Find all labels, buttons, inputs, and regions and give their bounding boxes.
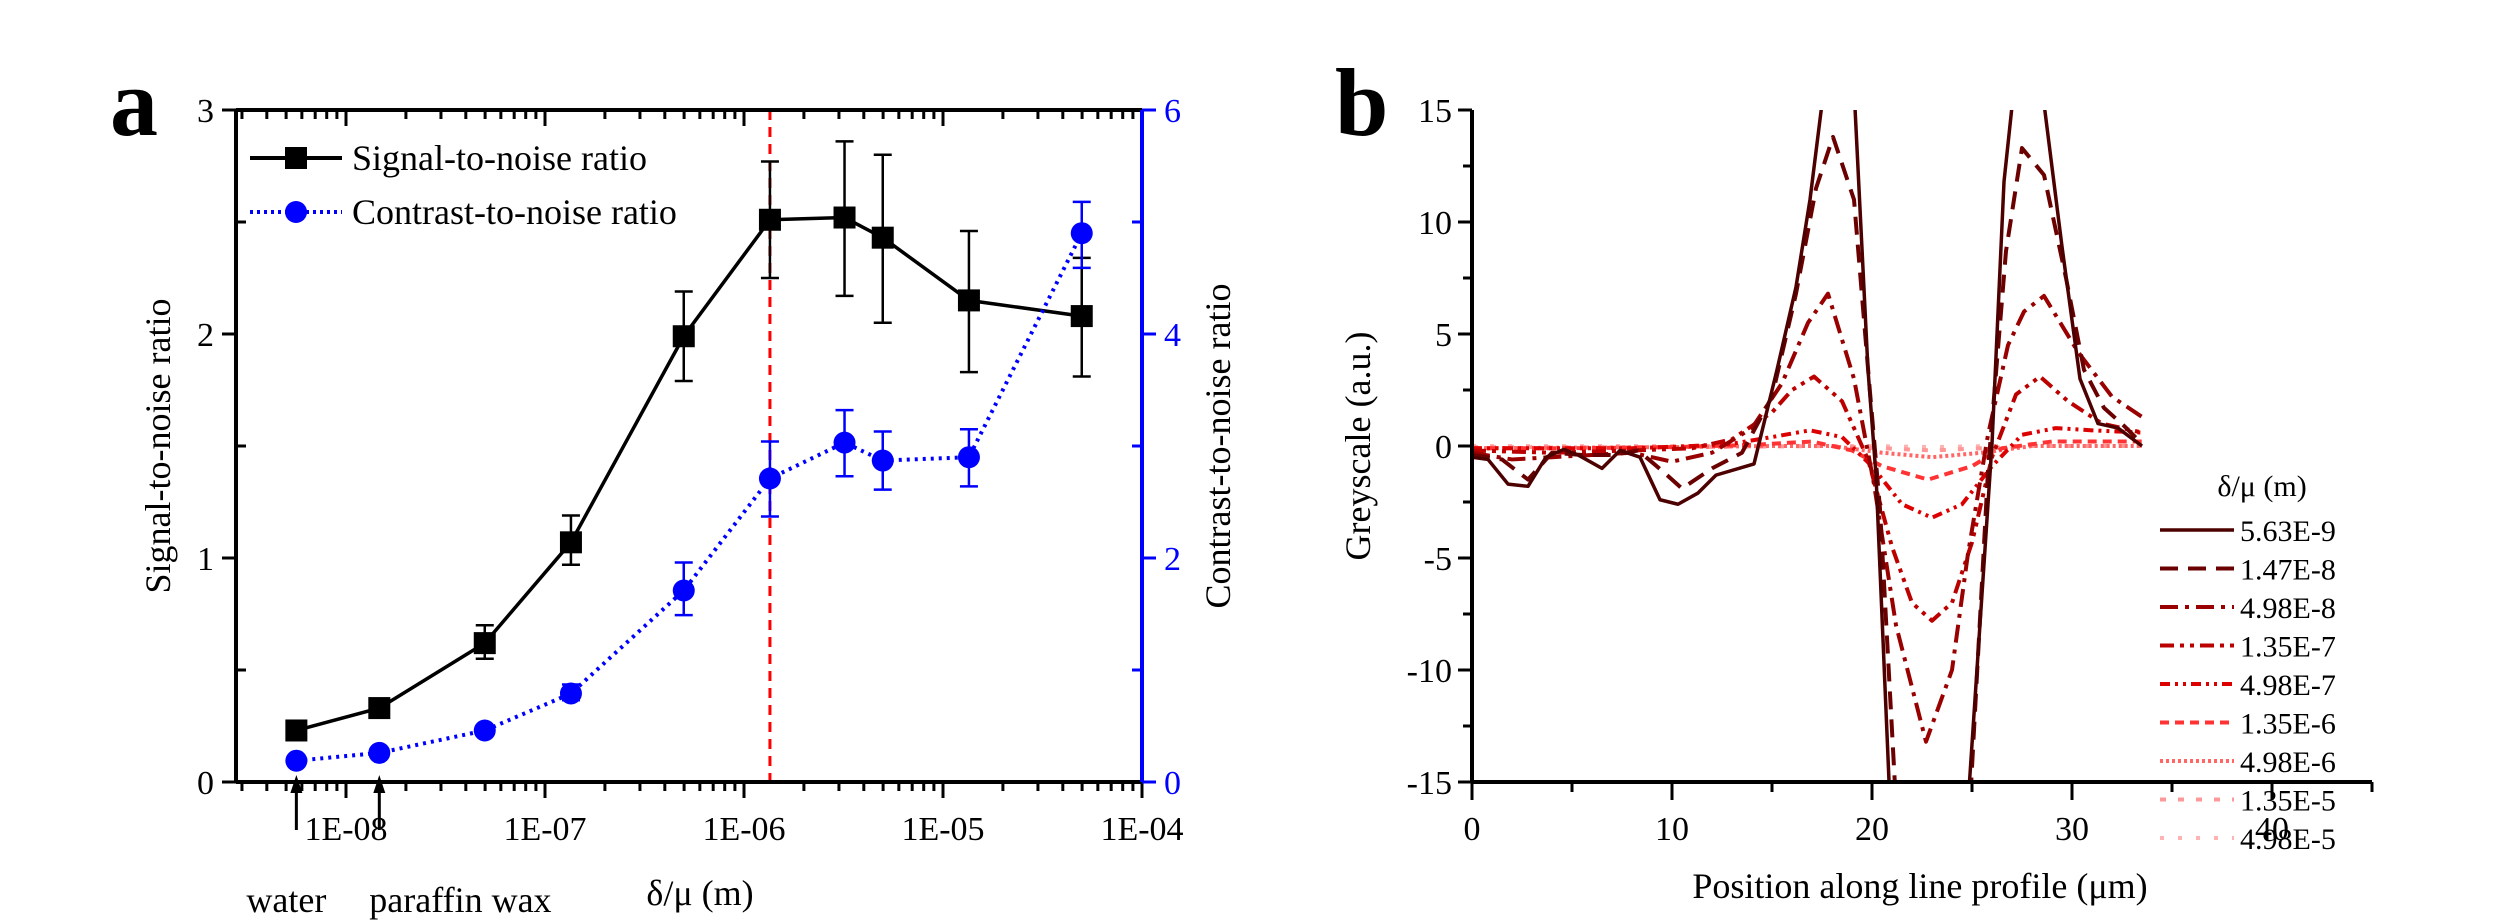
x-tick-label: 40 xyxy=(2255,811,2289,848)
x-tick-label: 10 xyxy=(1655,811,1689,848)
data-point-circle xyxy=(1070,222,1093,245)
panel-b-y-axis-title: Greyscale (a.u.) xyxy=(1338,332,1378,561)
y-tick-label: 1 xyxy=(197,541,214,578)
legend-label: 1.35E-6 xyxy=(2240,708,2336,741)
x-tick-label: 30 xyxy=(2055,811,2089,848)
data-point-square xyxy=(368,697,391,720)
panel-a-x-axis-title: δ/μ (m) xyxy=(646,873,753,913)
legend-marker-circle xyxy=(285,201,307,223)
profile-line-1.35E-6 xyxy=(1472,439,2142,482)
profile-line-1.35E-5 xyxy=(1472,444,2142,453)
y-tick-label: 5 xyxy=(1435,317,1452,354)
panel-b-axes: 0 10 20 30 40 -15 -10 -5 0 5 10 15 xyxy=(1407,93,2374,848)
data-point-circle xyxy=(957,446,980,469)
data-point-circle xyxy=(285,749,308,772)
data-point-square xyxy=(833,206,856,229)
panel-a-legend: Signal-to-noise ratio Contrast-to-noise r… xyxy=(250,138,677,232)
panel-a-y2-axis-title: Contrast-to-noise ratio xyxy=(1198,284,1238,609)
x-tick-label: 1E-04 xyxy=(1100,811,1183,848)
panel-a-y-axis-title: Signal-to-noise ratio xyxy=(138,299,178,594)
panel-a-annotations: water paraffin wax xyxy=(246,775,552,920)
x-tick-label: 1E-05 xyxy=(901,811,984,848)
data-point-circle xyxy=(672,579,695,602)
x-tick-label: 1E-08 xyxy=(304,811,387,848)
annotation-label: water xyxy=(246,880,326,920)
legend-label: 5.63E-9 xyxy=(2240,515,2336,548)
panel-a: a 1E-08 1E-07 1E-06 1E-05 1E-04 0 1 2 3 0 2 4 6 Sign… xyxy=(110,49,1238,920)
profile-line-1.47E-8 xyxy=(1472,134,2144,782)
data-point-circle xyxy=(833,431,856,454)
data-point-square xyxy=(871,226,894,249)
panel-b-series-group xyxy=(1472,110,2144,782)
series-line xyxy=(295,215,1082,733)
legend-label: 1.47E-8 xyxy=(2240,554,2336,587)
legend-marker-square xyxy=(285,147,307,169)
data-point-circle xyxy=(758,467,781,490)
data-point-square xyxy=(672,325,695,348)
data-point-square xyxy=(957,289,980,312)
y-tick-label: 3 xyxy=(197,93,214,130)
legend-label: Signal-to-noise ratio xyxy=(352,138,647,178)
annotation-arrow-head xyxy=(290,775,303,793)
x-tick-label: 1E-06 xyxy=(702,811,785,848)
profile-line-1.35E-7 xyxy=(1472,374,2143,623)
annotation-label: paraffin wax xyxy=(369,880,551,920)
y2-tick-label: 4 xyxy=(1164,317,1181,354)
data-point-square xyxy=(758,208,781,231)
y-tick-label: 10 xyxy=(1418,205,1452,242)
y-tick-label: -5 xyxy=(1424,541,1452,578)
data-point-square xyxy=(1070,305,1093,328)
y2-tick-label: 0 xyxy=(1164,765,1181,802)
y2-tick-label: 6 xyxy=(1164,93,1181,130)
y-tick-label: 15 xyxy=(1418,93,1452,130)
data-point-circle xyxy=(473,719,496,742)
panel-label-a: a xyxy=(110,49,158,156)
y-tick-label: -10 xyxy=(1407,653,1452,690)
y-tick-label: 0 xyxy=(1435,429,1452,466)
legend-title: δ/μ (m) xyxy=(2217,470,2306,503)
profile-line-4.98E-6 xyxy=(1472,444,2142,460)
panel-b-plot-area xyxy=(1472,110,2144,782)
y2-tick-label: 2 xyxy=(1164,541,1181,578)
legend-label: 1.35E-7 xyxy=(2240,631,2336,664)
profile-line-5.63E-9 xyxy=(1472,110,2144,782)
legend-label: 4.98E-8 xyxy=(2240,592,2336,625)
x-tick-label: 1E-07 xyxy=(503,811,586,848)
x-tick-label: 0 xyxy=(1464,811,1481,848)
annotation-arrow-head xyxy=(373,775,386,793)
y-tick-label: 2 xyxy=(197,317,214,354)
series-snr xyxy=(285,140,1093,742)
data-point-circle xyxy=(368,741,391,764)
data-point-square xyxy=(473,632,496,655)
legend-label: 4.98E-6 xyxy=(2240,746,2336,779)
data-point-square xyxy=(285,719,308,742)
series-line xyxy=(296,232,1084,763)
panel-label-b: b xyxy=(1335,49,1388,156)
profile-line-4.98E-8 xyxy=(1472,291,2144,744)
legend-label: Contrast-to-noise ratio xyxy=(352,192,677,232)
data-point-circle xyxy=(871,449,894,472)
legend-label: 1.35E-5 xyxy=(2240,785,2336,818)
panel-b-x-axis-title: Position along line profile (μm) xyxy=(1692,866,2147,906)
panel-a-axes: 1E-08 1E-07 1E-06 1E-05 1E-04 0 1 2 3 0 2 4 6 xyxy=(197,93,1184,848)
data-point-circle xyxy=(559,682,582,705)
x-tick-label: 20 xyxy=(1855,811,1889,848)
series-cnr xyxy=(285,200,1093,772)
legend-label: 4.98E-5 xyxy=(2240,823,2336,856)
y-tick-label: 0 xyxy=(197,765,214,802)
data-point-square xyxy=(559,531,582,554)
panel-a-plot-area xyxy=(285,110,1093,782)
y-tick-label: -15 xyxy=(1407,765,1452,802)
panel-b: b 0 10 20 30 40 -15 -10 -5 0 5 10 15 Greyscale (a.u… xyxy=(1335,49,2374,906)
panel-b-legend: δ/μ (m) 5.63E-9 1.47E-8 4.98E-8 1.35E-7 4.98E… xyxy=(2160,470,2336,856)
legend-label: 4.98E-7 xyxy=(2240,669,2336,702)
